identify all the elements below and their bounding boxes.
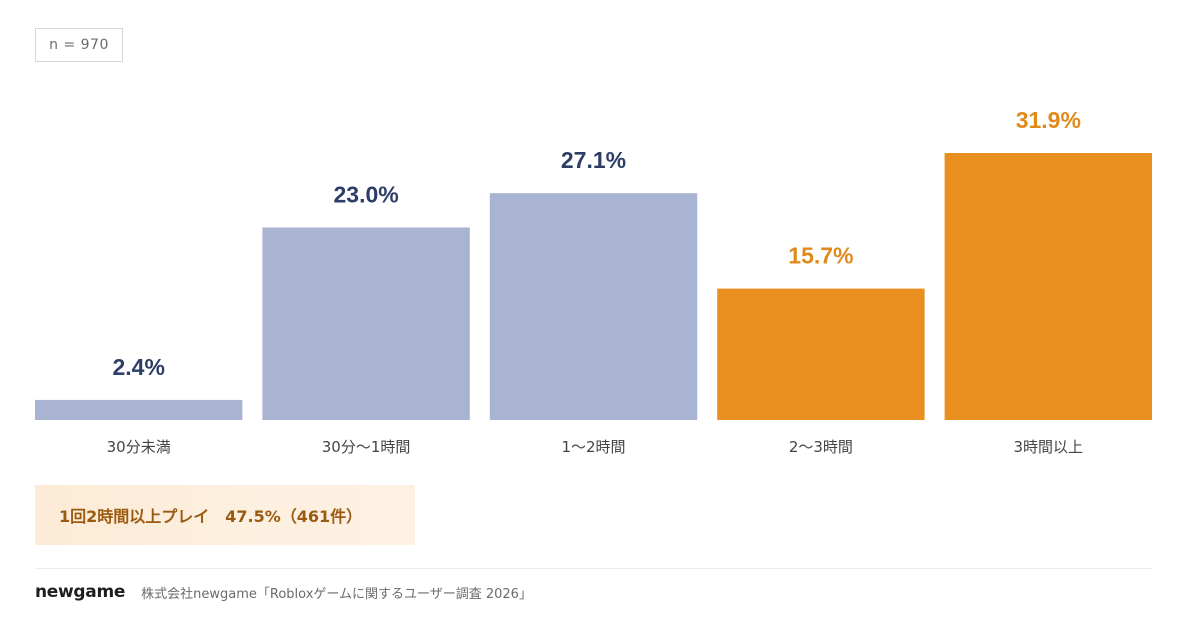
bar-1 [262,227,470,420]
footer: newgame 株式会社newgame「Robloxゲームに関するユーザー調査 … [35,578,532,606]
bar-3 [717,288,925,420]
source-credit: 株式会社newgame「Robloxゲームに関するユーザー調査 2026」 [141,586,532,602]
bar-value-label-4: 31.9% [1016,107,1081,133]
bar-2 [489,193,698,420]
category-label-1: 30分〜1時間 [322,438,411,456]
category-label-3: 2〜3時間 [789,438,853,456]
sample-size-text: n = 970 [49,37,109,53]
bar-value-label-3: 15.7% [788,243,853,269]
bar-chart: 2.4% 30分未満 23.0% 30分〜1時間 27.1% 1〜2時間 15.7% 2〜3時… [35,107,1152,456]
footer-divider [35,568,1152,569]
category-label-2: 1〜2時間 [561,438,625,456]
category-label-4: 3時間以上 [1014,438,1084,456]
sample-size-badge: n = 970 [35,28,123,62]
bar-value-label-1: 23.0% [333,181,398,207]
bar-4 [944,153,1152,420]
category-label-0: 30分未満 [107,438,171,456]
bar-0 [35,399,243,420]
bar-value-label-2: 27.1% [561,147,626,173]
bar-value-label-0: 2.4% [112,354,164,380]
newgame-logo: newgame [35,582,126,602]
highlight-callout: 1回2時間以上プレイ 47.5%（461件） [35,485,415,545]
highlight-text: 1回2時間以上プレイ 47.5%（461件） [59,507,363,526]
